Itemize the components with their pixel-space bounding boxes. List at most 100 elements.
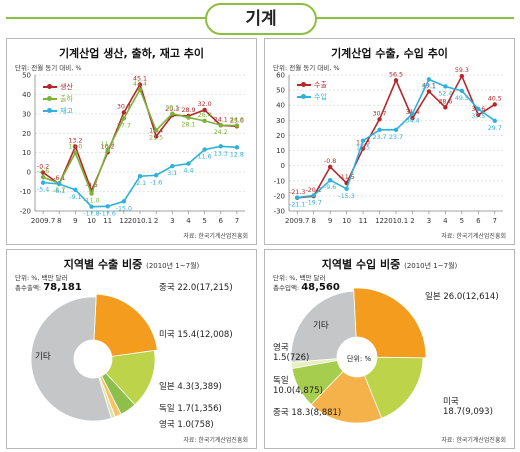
- x-tick-label: 2010.1: [384, 217, 409, 225]
- y-tick-label: 20: [22, 130, 31, 138]
- data-point: [344, 186, 349, 191]
- data-label: 49.1: [422, 82, 436, 89]
- pie-label: 독일 1.7(1,356): [159, 404, 222, 414]
- chart-unit: 단위: %, 백만 달러: [15, 274, 68, 282]
- data-point: [40, 170, 46, 175]
- y-tick-label: -30: [274, 208, 285, 216]
- y-tick-label: 10: [276, 147, 285, 155]
- data-label: -6.1: [53, 188, 65, 195]
- data-label: -6.1: [53, 175, 65, 182]
- y-tick-label: -10: [20, 188, 31, 196]
- x-tick-label: 5: [460, 217, 464, 225]
- legend-swatch: [43, 108, 57, 113]
- pie-label: 영국 1.5(726): [273, 343, 310, 363]
- x-tick-label: 2009.7: [285, 217, 310, 225]
- page-header: 기계: [0, 0, 520, 35]
- data-point: [186, 115, 191, 120]
- x-tick-label: 12: [375, 217, 384, 225]
- total-label: 총수출액:: [15, 284, 42, 292]
- data-point: [153, 134, 159, 139]
- x-tick-label: 2009.7: [31, 217, 56, 225]
- chart-period: (2010년 1~7월): [146, 262, 200, 270]
- data-label: 29.7: [488, 125, 502, 132]
- y-tick-label: 30: [22, 110, 31, 118]
- pie-label: 일본 26.0(12,614): [425, 292, 499, 302]
- data-label: -11.5: [338, 174, 354, 181]
- data-point: [40, 180, 46, 185]
- data-label: 45.1: [133, 76, 147, 83]
- data-point: [121, 199, 127, 204]
- pie-slice-중국: [93, 293, 158, 357]
- chart-title: 기계산업 수출, 수입 추이: [331, 47, 448, 60]
- data-label: -21.3: [289, 189, 305, 196]
- import-total: 총수입액: 48,560: [273, 282, 340, 293]
- y-tick-label: 50: [276, 87, 285, 95]
- data-label: -2.1: [134, 180, 146, 187]
- data-label: 16.5: [356, 145, 370, 152]
- data-label: 34.4: [405, 118, 419, 125]
- data-point: [443, 105, 448, 110]
- data-point: [410, 111, 415, 116]
- data-label: 28.1: [181, 122, 195, 129]
- x-tick-label: 12: [119, 217, 128, 225]
- x-tick-label: 2: [154, 217, 158, 225]
- chart-unit: 단위: 전월 동기 대비, %: [273, 64, 340, 72]
- data-label: 4.4: [183, 168, 193, 175]
- x-tick-label: 3: [170, 217, 174, 225]
- data-label: 56.5: [389, 71, 403, 78]
- data-label: -2.6: [37, 168, 49, 175]
- data-label: -9.1: [69, 194, 81, 201]
- data-point: [218, 122, 223, 128]
- line-chart-svg: -30 -20 -10 0 10 20 30 40 50 60 2009.7 8 9 10 11 12 2010…: [274, 67, 503, 225]
- data-point: [311, 193, 316, 198]
- legend-swatch: [297, 82, 311, 87]
- data-label: 3.1: [167, 170, 177, 177]
- chart-period: (2010년 1~7월): [404, 262, 458, 270]
- pie-label: 영국 1.0(758): [159, 420, 214, 430]
- x-tick-label: 3: [427, 217, 431, 225]
- data-point: [295, 195, 300, 200]
- chart-legend: 생산 출하 재고: [43, 81, 73, 117]
- data-label: -15.0: [116, 205, 132, 212]
- x-tick-label: 7: [235, 217, 239, 225]
- data-point: [121, 110, 127, 115]
- legend-item: 생산: [43, 81, 73, 93]
- legend-swatch: [43, 84, 57, 89]
- y-tick-label: 40: [276, 102, 285, 110]
- pie-slice-기타: [290, 290, 357, 363]
- export-share-panel: 지역별 수출 비중 (2010년 1~7월) 단위: %, 백만 달러 총수출액…: [6, 249, 257, 449]
- data-label: -1.6: [150, 179, 162, 186]
- pie-label: 중국 22.0(17,215): [159, 283, 233, 293]
- data-point: [202, 118, 207, 124]
- x-tick-label: 10: [342, 217, 351, 225]
- data-label: -5.7: [53, 187, 65, 194]
- data-point: [137, 174, 143, 179]
- data-label: 12.8: [230, 151, 244, 158]
- data-label: 11.6: [198, 154, 212, 161]
- data-point: [170, 163, 175, 169]
- data-point: [137, 82, 143, 87]
- pie-slice-일본: [353, 287, 427, 359]
- data-label: 59.3: [455, 67, 469, 74]
- data-point: [202, 147, 207, 152]
- data-point: [89, 191, 94, 196]
- data-label: 28.9: [181, 107, 195, 114]
- data-label: -11.0: [83, 198, 99, 205]
- chart-source: 자료: 한국기계산업진흥회: [441, 437, 506, 444]
- donut-chart-svg: [30, 293, 158, 422]
- data-label: 27.7: [117, 122, 131, 129]
- x-tick-label: 11: [359, 217, 368, 225]
- data-label: 10.0: [68, 144, 82, 151]
- data-point: [426, 89, 432, 94]
- data-point: [426, 77, 432, 82]
- data-point: [105, 204, 110, 209]
- pie-slice-기타: [30, 296, 112, 422]
- data-point: [121, 116, 127, 121]
- data-label: 57.1: [422, 83, 436, 90]
- data-label: -0.2: [37, 164, 49, 171]
- x-tick-label: 6: [219, 217, 224, 225]
- chart-title-text: 지역별 수출 비중: [63, 258, 143, 271]
- x-tick-label: 9: [73, 217, 77, 225]
- data-label: -9.6: [324, 184, 336, 191]
- y-tick-label: 10: [22, 149, 31, 157]
